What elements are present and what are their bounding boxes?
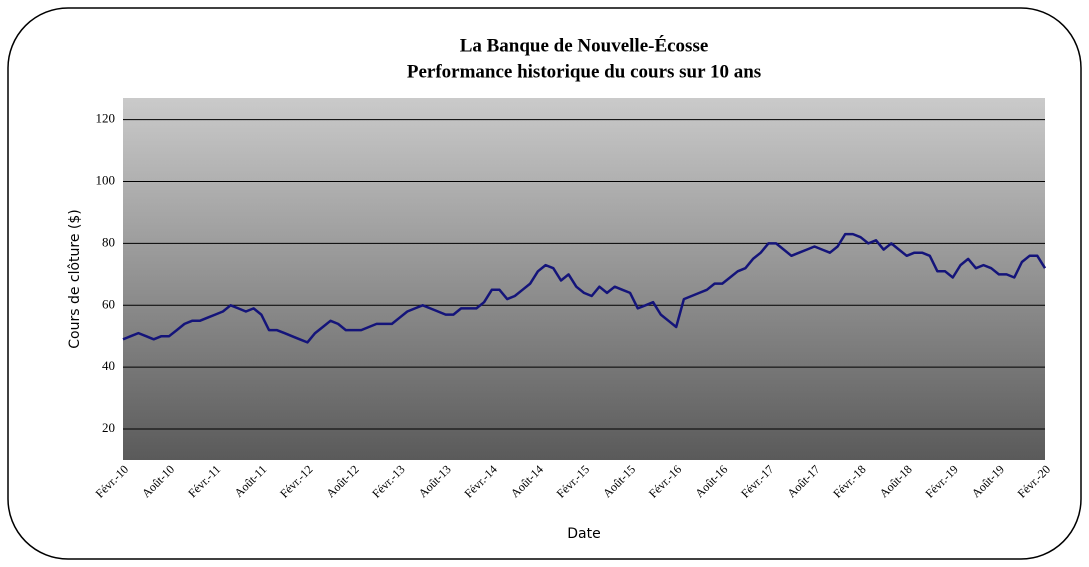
chart-title: La Banque de Nouvelle-Écosse xyxy=(460,34,709,56)
y-tick-label: 20 xyxy=(102,420,115,435)
y-tick-label: 100 xyxy=(96,173,116,188)
y-tick-label: 120 xyxy=(96,111,116,126)
chart-subtitle: Performance historique du cours sur 10 a… xyxy=(407,61,761,82)
y-tick-label: 80 xyxy=(102,234,115,249)
price-line xyxy=(122,232,1047,344)
y-tick-label: 40 xyxy=(102,358,115,373)
x-axis-label: Date xyxy=(567,526,600,542)
plot-area xyxy=(123,98,1045,460)
y-tick-label: 60 xyxy=(102,296,115,311)
y-axis-label: Cours de clôture ($) xyxy=(67,209,83,349)
